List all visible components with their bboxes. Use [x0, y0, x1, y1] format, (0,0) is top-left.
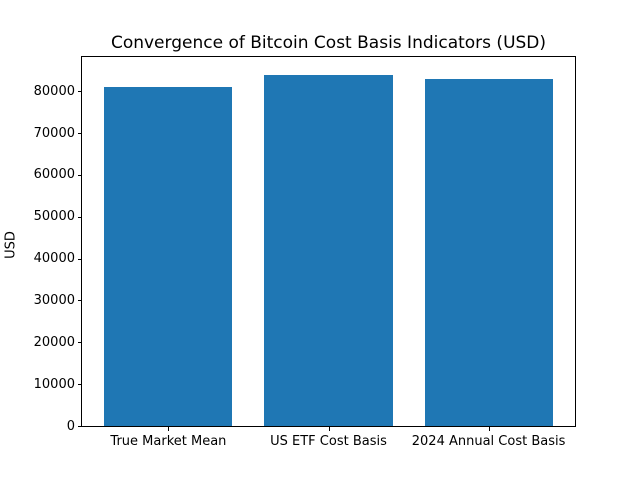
bar [264, 74, 393, 426]
y-tick-mark [78, 300, 82, 302]
y-tick-mark [78, 91, 82, 93]
x-tick-label: 2024 Annual Cost Basis [411, 434, 566, 449]
y-tick-label: 70000 [33, 125, 75, 141]
y-tick-label: 40000 [33, 251, 75, 267]
bar [104, 87, 233, 426]
y-tick-mark [78, 216, 82, 218]
x-tick-label: True Market Mean [110, 434, 227, 449]
y-tick-label: 30000 [33, 292, 75, 308]
bar [424, 78, 553, 426]
x-tick-mark [168, 427, 170, 431]
y-tick-mark [78, 384, 82, 386]
y-tick-label: 50000 [33, 209, 75, 225]
y-tick-mark [78, 426, 82, 427]
y-tick-label: 10000 [33, 376, 75, 392]
y-tick-label: 20000 [33, 334, 75, 350]
y-tick-mark [78, 133, 82, 135]
y-tick-label: 60000 [33, 167, 75, 183]
y-tick-mark [78, 174, 82, 176]
chart-title: Convergence of Bitcoin Cost Basis Indica… [110, 33, 547, 53]
x-tick-label: US ETF Cost Basis [270, 434, 387, 449]
x-tick-mark [328, 427, 330, 431]
y-tick-mark [78, 258, 82, 260]
y-tick-mark [78, 342, 82, 344]
y-tick-label: 0 [66, 418, 75, 434]
x-tick-mark [488, 427, 490, 431]
y-tick-label: 80000 [33, 83, 75, 99]
